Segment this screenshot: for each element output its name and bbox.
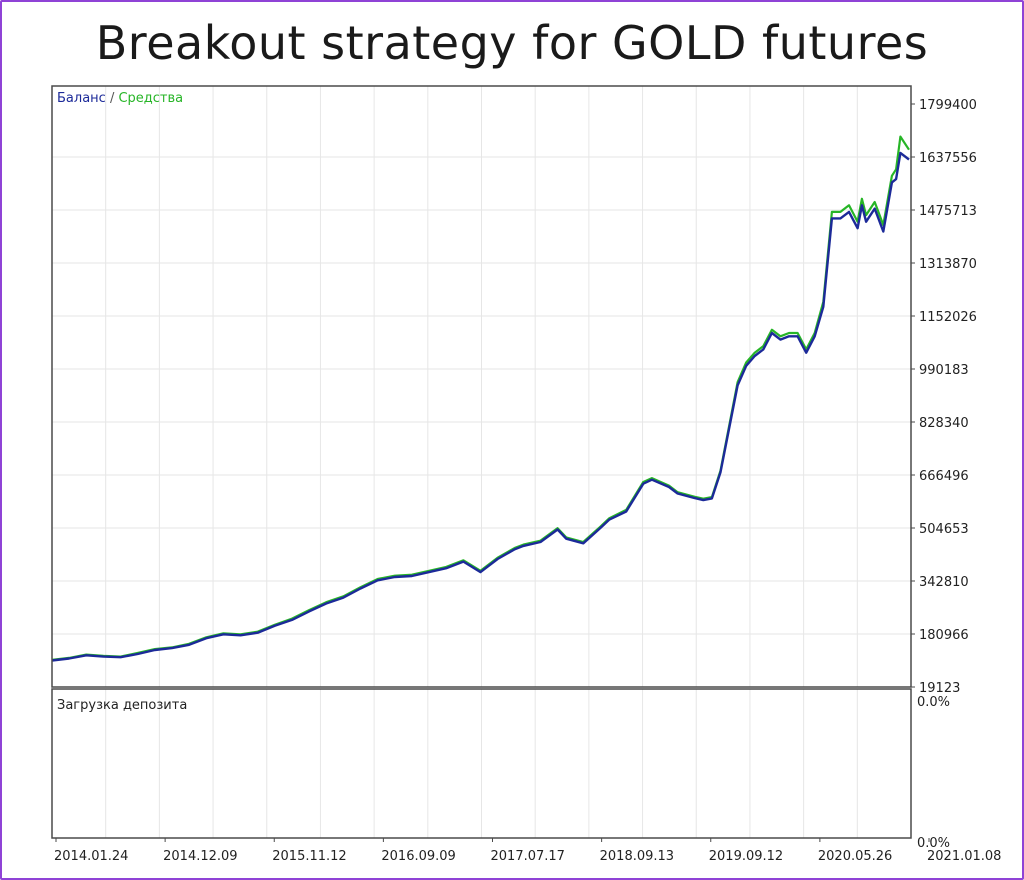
y-tick-label: 342810 [919,575,969,590]
series-layer [51,135,910,662]
x-tick-label: 2019.09.12 [709,849,783,864]
x-tick-label: 2017.07.17 [491,849,565,864]
chart-title: Breakout strategy for GOLD futures [95,16,929,70]
x-tick-label: 2020.05.26 [818,849,892,864]
legend-equity: Средства [118,91,183,106]
legend: Баланс / Средства [57,91,183,106]
legend-balance: Баланс [57,91,106,106]
y-tick-label: 666496 [919,469,969,484]
y-tick-label: 504653 [919,522,969,537]
x-tick-label: 2021.01.08 [927,849,1001,864]
legend-separator: / [106,91,119,106]
y-tick-label: 1637556 [919,151,977,166]
x-tick-label: 2015.11.12 [272,849,346,864]
y-tick-label: 1475713 [919,204,977,219]
y-tick-label: 1799400 [919,98,977,113]
x-tick-label: 2014.12.09 [163,849,237,864]
grid-layer [52,86,911,838]
sub-panel-frame [51,688,912,839]
main-panel-frame [51,85,912,688]
sub-y-tick-label: 0.0% [917,836,950,851]
y-tick-label: 1152026 [919,310,977,325]
y-tick-label: 990183 [919,363,969,378]
balance-line [51,151,910,662]
x-tick-label: 2016.09.09 [381,849,455,864]
y-tick-label: 19123 [919,681,960,696]
sub-y-tick-label: 0.0% [917,695,950,710]
x-tick-label: 2014.01.24 [54,849,128,864]
x-tick-label: 2018.09.13 [600,849,674,864]
y-tick-label: 828340 [919,416,969,431]
y-tick-label: 1313870 [919,257,977,272]
axis-layer: 1799400 1637556 1475713 1313870 1152026 99018… [51,85,1001,864]
sub-panel-label: Загрузка депозита [57,698,187,713]
y-tick-label: 180966 [919,628,969,643]
